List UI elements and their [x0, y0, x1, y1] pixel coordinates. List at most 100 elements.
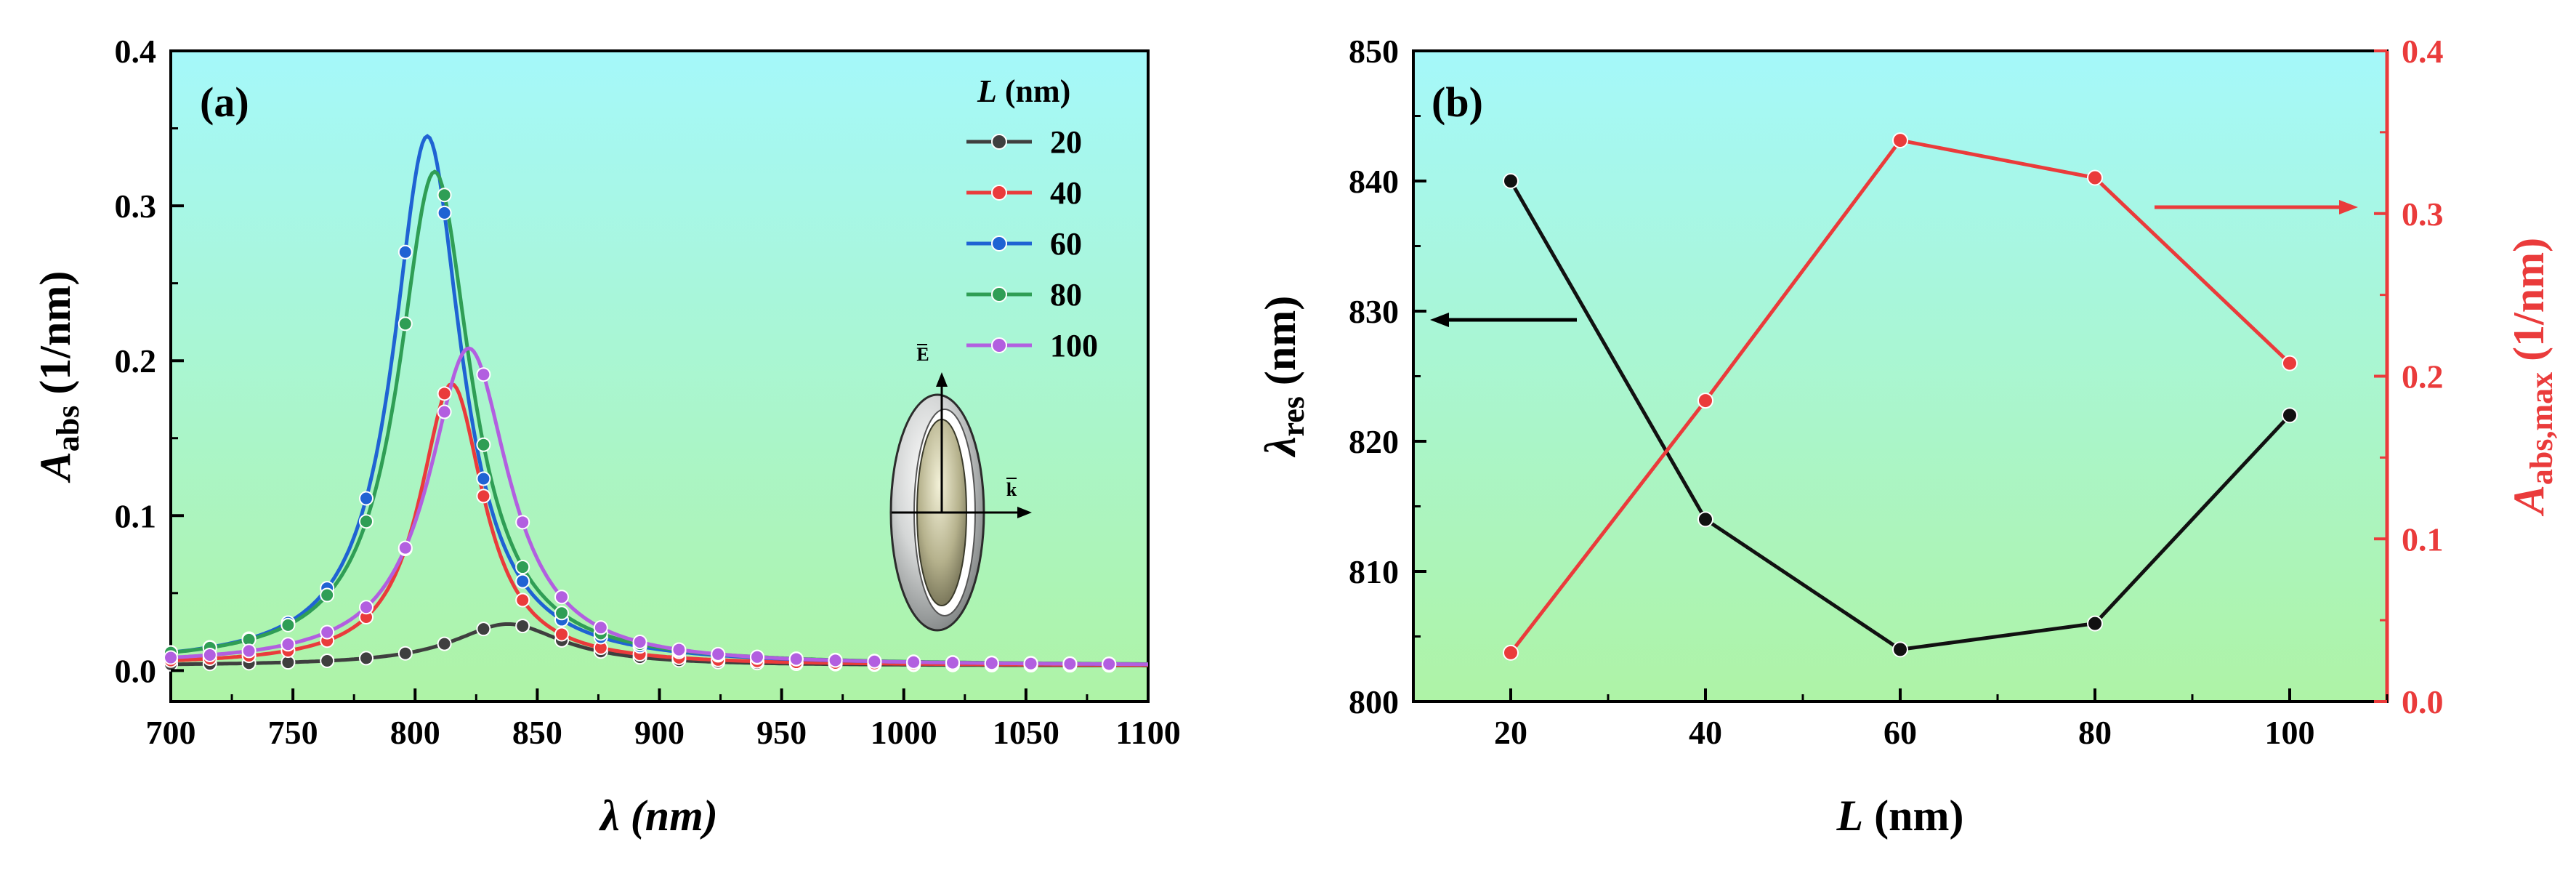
series-marker-L40	[476, 489, 491, 504]
panel-a-xtick-label: 1000	[871, 714, 937, 751]
series-marker-lambda-res	[1892, 641, 1908, 658]
series-marker-L100	[280, 637, 296, 652]
series-marker-L100	[476, 367, 491, 382]
panel-a-legend: L (nm) 20 40 60 80 100	[966, 73, 1098, 363]
panel-b-ytick-left-label: 820	[1349, 423, 1399, 460]
series-marker-a-abs-max	[1503, 644, 1519, 661]
series-marker-L80	[515, 560, 530, 575]
panel-b-ytick-right-label: 0.0	[2402, 683, 2444, 720]
legend-marker-L100	[991, 337, 1007, 353]
panel-b-xtick-label: 100	[2265, 714, 2315, 751]
panel-a-ylabel: Aabs (1/nm)	[31, 271, 86, 484]
panel-b-ytick-left-label: 800	[1349, 683, 1399, 720]
panel-b-xtick-label: 60	[1883, 714, 1917, 751]
legend-label-L40: 40	[1050, 175, 1082, 211]
legend-marker-L40	[991, 185, 1007, 201]
series-marker-L20	[359, 651, 374, 666]
series-marker-L100	[867, 654, 882, 669]
panel-a-xlabel: λ (nm)	[598, 792, 718, 840]
series-marker-L100	[593, 620, 608, 635]
series-marker-L100	[906, 654, 921, 670]
panel-a-xtick-label: 850	[512, 714, 562, 751]
panel-b-label: (b)	[1432, 79, 1483, 126]
panel-b-xtick-label: 80	[2078, 714, 2112, 751]
series-marker-L80	[397, 316, 413, 331]
legend-title-unit: (nm)	[997, 73, 1070, 109]
legend-marker-L20	[991, 134, 1007, 150]
panel-b-ytick-left-label: 830	[1349, 293, 1399, 330]
left-axis-indicator-arrowhead	[1430, 313, 1449, 327]
panel-a-ylabel-unit: (1/nm)	[31, 271, 79, 406]
series-marker-a-abs-max	[2282, 355, 2298, 371]
series-marker-L100	[320, 624, 335, 640]
series-marker-L100	[945, 655, 960, 670]
k-vector-label: k	[1006, 479, 1017, 500]
legend-marker-L60	[991, 236, 1007, 252]
series-marker-L80	[359, 514, 374, 529]
panel-a-ylabel-symbol: A	[31, 451, 79, 483]
series-marker-L100	[515, 515, 530, 530]
series-marker-L100	[359, 600, 374, 615]
legend-label-L80: 80	[1050, 277, 1082, 313]
panel-b-xlabel: L (nm)	[1836, 792, 1964, 840]
panel-a-ytick-label: 0.4	[115, 33, 157, 70]
panel-b: 20 40 60 80 100 800 810 820 830 840 850 0.0 0.1 0.2…	[1256, 33, 2559, 840]
panel-a-xtick-label: 700	[146, 714, 196, 751]
series-marker-L20	[476, 622, 491, 637]
panel-b-ylabel-left-symbol: λ	[1256, 437, 1304, 459]
panel-b-ytick-right-label: 0.3	[2402, 196, 2444, 233]
panel-b-ylabel-left: λres (nm)	[1256, 296, 1311, 458]
panel-a-xtick-label: 1100	[1115, 714, 1180, 751]
panel-b-ylabel-right-unit: (1/nm)	[2505, 238, 2553, 372]
panel-b-ytick-right-label: 0.1	[2402, 521, 2444, 558]
right-axis-indicator-arrowhead	[2339, 200, 2358, 214]
series-marker-a-abs-max	[1892, 132, 1908, 149]
panel-b-ylabel-right-symbol: A	[2505, 485, 2553, 517]
legend-label-L60: 60	[1050, 226, 1082, 262]
panel-b-ytick-left-label: 850	[1349, 33, 1399, 70]
panel-a-xtick-label: 800	[390, 714, 440, 751]
panel-b-ytick-right-label: 0.2	[2402, 358, 2444, 395]
series-marker-L100	[437, 404, 452, 419]
series-marker-L100	[828, 653, 843, 668]
panel-a-ylabel-subscript: abs	[50, 406, 86, 452]
series-marker-L60	[476, 471, 491, 486]
series-marker-L20	[320, 654, 335, 669]
legend-label-L20: 20	[1050, 124, 1082, 160]
series-marker-L60	[515, 574, 530, 589]
series-marker-L100	[1062, 656, 1078, 672]
panel-a-ytick-label: 0.2	[115, 342, 157, 379]
legend-title: L (nm)	[977, 73, 1070, 109]
series-marker-L100	[984, 656, 999, 671]
series-marker-L60	[397, 244, 413, 260]
series-marker-lambda-res	[2282, 407, 2298, 424]
series-marker-L100	[554, 590, 569, 605]
panel-b-xtick-label: 20	[1494, 714, 1527, 751]
series-marker-lambda-res	[1697, 511, 1713, 528]
series-marker-lambda-res	[1503, 173, 1519, 189]
panel-b-ytick-left-label: 840	[1349, 163, 1399, 200]
series-marker-a-abs-max	[2087, 169, 2103, 186]
series-marker-L40	[515, 592, 530, 608]
inset-spheroid-illustration: E k	[889, 344, 1032, 632]
series-marker-L60	[437, 205, 452, 220]
series-marker-L20	[515, 619, 530, 634]
series-marker-L100	[241, 643, 257, 659]
panel-a-xtick-label: 950	[756, 714, 807, 751]
e-arrow-head	[936, 372, 948, 387]
k-arrow-head	[1017, 507, 1032, 518]
e-field-label: E	[916, 344, 929, 365]
series-marker-L40	[437, 386, 452, 401]
series-marker-L100	[163, 650, 178, 665]
series-marker-L100	[202, 647, 217, 662]
series-marker-L20	[437, 636, 452, 651]
panel-a: 700 750 800 850 900 950 1000 1050 1100 0.0 0.1 0.2…	[31, 33, 1181, 840]
series-marker-L20	[397, 646, 413, 661]
legend-title-symbol: L	[977, 73, 997, 109]
legend-label-L100: 100	[1050, 328, 1098, 363]
series-marker-L100	[671, 642, 687, 657]
panel-a-xtick-label: 750	[268, 714, 318, 751]
panel-b-ytick-right-label: 0.4	[2402, 33, 2444, 70]
series-marker-L100	[632, 635, 647, 650]
panel-a-ytick-label: 0.3	[115, 188, 157, 225]
